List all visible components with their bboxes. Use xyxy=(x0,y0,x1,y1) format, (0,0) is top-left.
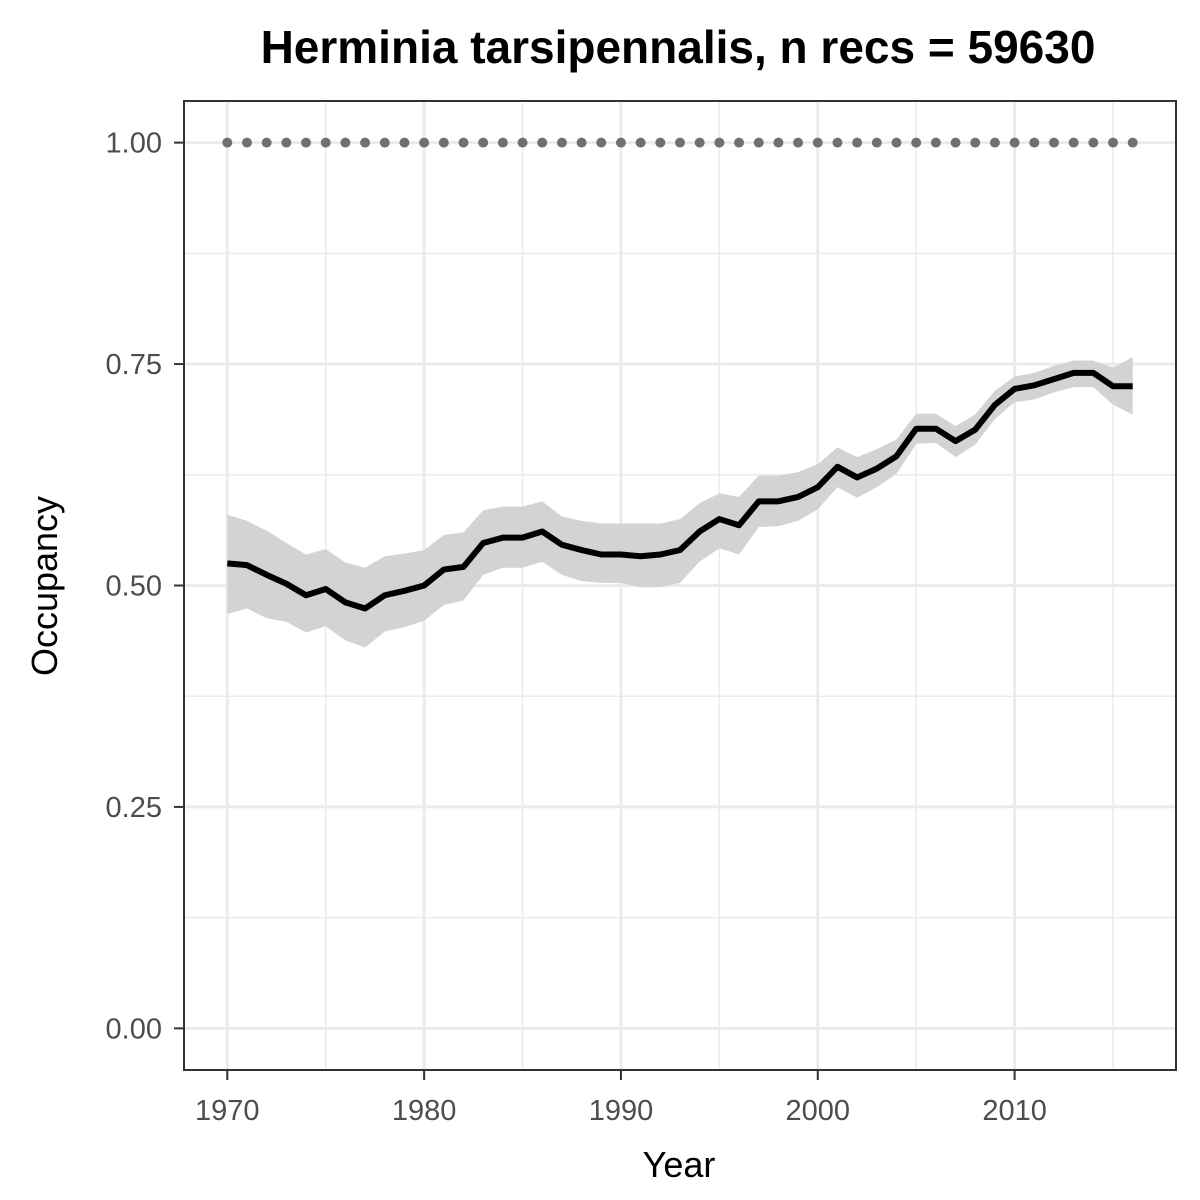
reference-dot xyxy=(261,137,272,148)
reference-dot xyxy=(222,137,233,148)
x-tick-label: 1990 xyxy=(589,1095,654,1127)
reference-dot xyxy=(1108,137,1119,148)
y-tick-label: 1.00 xyxy=(106,128,162,160)
axis-ticks xyxy=(174,141,1016,1080)
reference-dot xyxy=(301,137,312,148)
reference-dot xyxy=(989,137,1000,148)
reference-dot xyxy=(1068,137,1079,148)
reference-dot xyxy=(852,137,863,148)
reference-dot xyxy=(478,137,489,148)
reference-dot xyxy=(1048,137,1059,148)
reference-dot xyxy=(360,137,371,148)
reference-dot xyxy=(753,137,764,148)
reference-dot xyxy=(734,137,745,148)
y-tick-label: 0.25 xyxy=(106,792,162,824)
reference-dot xyxy=(1127,137,1138,148)
reference-dot xyxy=(320,137,331,148)
y-tick-label: 0.50 xyxy=(106,571,162,603)
reference-dot xyxy=(950,137,961,148)
reference-dot xyxy=(930,137,941,148)
reference-dot xyxy=(635,137,646,148)
chart-title: Herminia tarsipennalis, n recs = 59630 xyxy=(261,21,1096,73)
reference-dot xyxy=(596,137,607,148)
reference-dot xyxy=(871,137,882,148)
x-tick-label: 1980 xyxy=(392,1095,457,1127)
reference-dots xyxy=(222,137,1138,148)
reference-dot xyxy=(970,137,981,148)
reference-dot xyxy=(812,137,823,148)
reference-dot xyxy=(714,137,725,148)
reference-dot xyxy=(281,137,292,148)
y-tick-labels: 0.00 0.25 0.50 0.75 1.00 xyxy=(106,128,162,1046)
reference-dot xyxy=(891,137,902,148)
reference-dot xyxy=(537,137,548,148)
reference-dot xyxy=(379,137,390,148)
reference-dot xyxy=(497,137,508,148)
reference-dot xyxy=(458,137,469,148)
x-tick-label: 2000 xyxy=(786,1095,851,1127)
grid-lines xyxy=(184,101,1176,1070)
reference-dot xyxy=(655,137,666,148)
reference-dot xyxy=(576,137,587,148)
reference-dot xyxy=(241,137,252,148)
y-axis-title: Occupancy xyxy=(24,496,65,676)
reference-dot xyxy=(1009,137,1020,148)
x-tick-labels: 1970 1980 1990 2000 2010 xyxy=(195,1095,1047,1127)
confidence-band xyxy=(227,356,1133,648)
reference-dot xyxy=(419,137,430,148)
reference-dot xyxy=(675,137,685,148)
y-tick-label: 0.75 xyxy=(106,349,162,381)
reference-dot xyxy=(340,137,351,148)
reference-dot xyxy=(911,137,922,148)
reference-dot xyxy=(793,137,804,148)
reference-dot xyxy=(1029,137,1040,148)
x-tick-label: 1970 xyxy=(195,1095,260,1127)
occupancy-line xyxy=(227,369,1133,612)
reference-dot xyxy=(694,137,705,148)
y-tick-label: 0.00 xyxy=(106,1013,162,1045)
occupancy-series-line xyxy=(227,369,1133,612)
x-axis-title: Year xyxy=(643,1144,716,1185)
reference-dot xyxy=(438,137,449,148)
reference-dot xyxy=(615,137,626,148)
reference-dot xyxy=(773,137,784,148)
x-tick-label: 2010 xyxy=(982,1095,1047,1127)
reference-dot xyxy=(832,137,843,148)
reference-dot xyxy=(517,137,528,148)
confidence-ribbon xyxy=(227,356,1133,648)
reference-dot xyxy=(1088,137,1099,148)
reference-dot xyxy=(399,137,410,148)
reference-dot xyxy=(556,137,567,148)
